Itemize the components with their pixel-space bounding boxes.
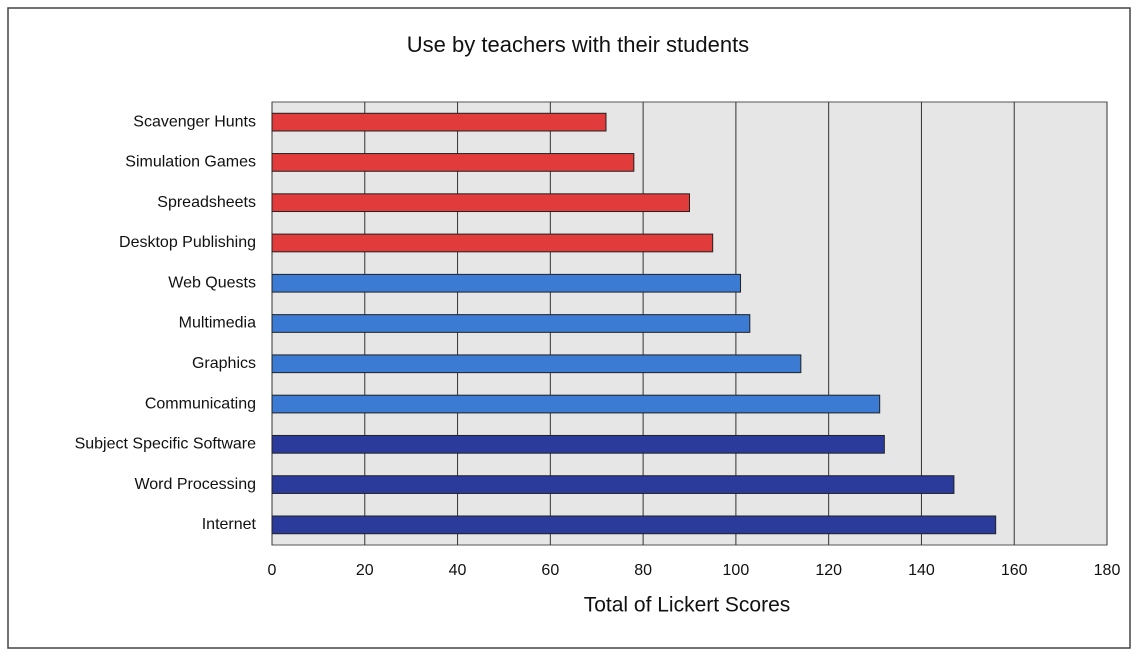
bar [271, 475, 955, 494]
x-tick-label: 60 [541, 562, 559, 579]
bar [271, 434, 885, 454]
y-tick-label: Desktop Publishing [119, 234, 256, 251]
x-tick-label: 40 [449, 562, 467, 579]
y-tick-label: Communicating [145, 395, 256, 412]
bar [271, 273, 742, 293]
y-tick-label: Multimedia [179, 315, 256, 332]
x-tick-label: 0 [268, 562, 277, 579]
y-tick-label: Web Quests [168, 274, 256, 291]
x-tick-label: 180 [1094, 562, 1121, 579]
y-tick-label: Spreadsheets [157, 194, 256, 211]
bar [271, 314, 751, 333]
bar [271, 193, 690, 213]
y-tick-label: Internet [202, 516, 257, 533]
bar [271, 394, 881, 414]
x-tick-label: 140 [908, 562, 935, 579]
y-tick-label: Graphics [192, 355, 256, 372]
x-tick-label: 80 [634, 562, 652, 579]
bar [271, 354, 802, 374]
x-tick-label: 120 [815, 562, 842, 579]
y-tick-label: Word Processing [134, 476, 256, 493]
y-tick-label: Subject Specific Software [75, 436, 257, 453]
x-tick-label: 100 [723, 562, 750, 579]
bar [271, 153, 635, 172]
chart-title: Use by teachers with their students [407, 32, 749, 57]
x-tick-label: 160 [1001, 562, 1028, 579]
bar [271, 515, 997, 535]
bar [271, 112, 607, 132]
y-tick-label: Simulation Games [125, 154, 256, 171]
x-tick-label: 20 [356, 562, 374, 579]
x-axis-label: Total of Lickert Scores [584, 594, 791, 617]
y-tick-label: Scavenger Hunts [133, 113, 256, 130]
bar [271, 233, 714, 253]
